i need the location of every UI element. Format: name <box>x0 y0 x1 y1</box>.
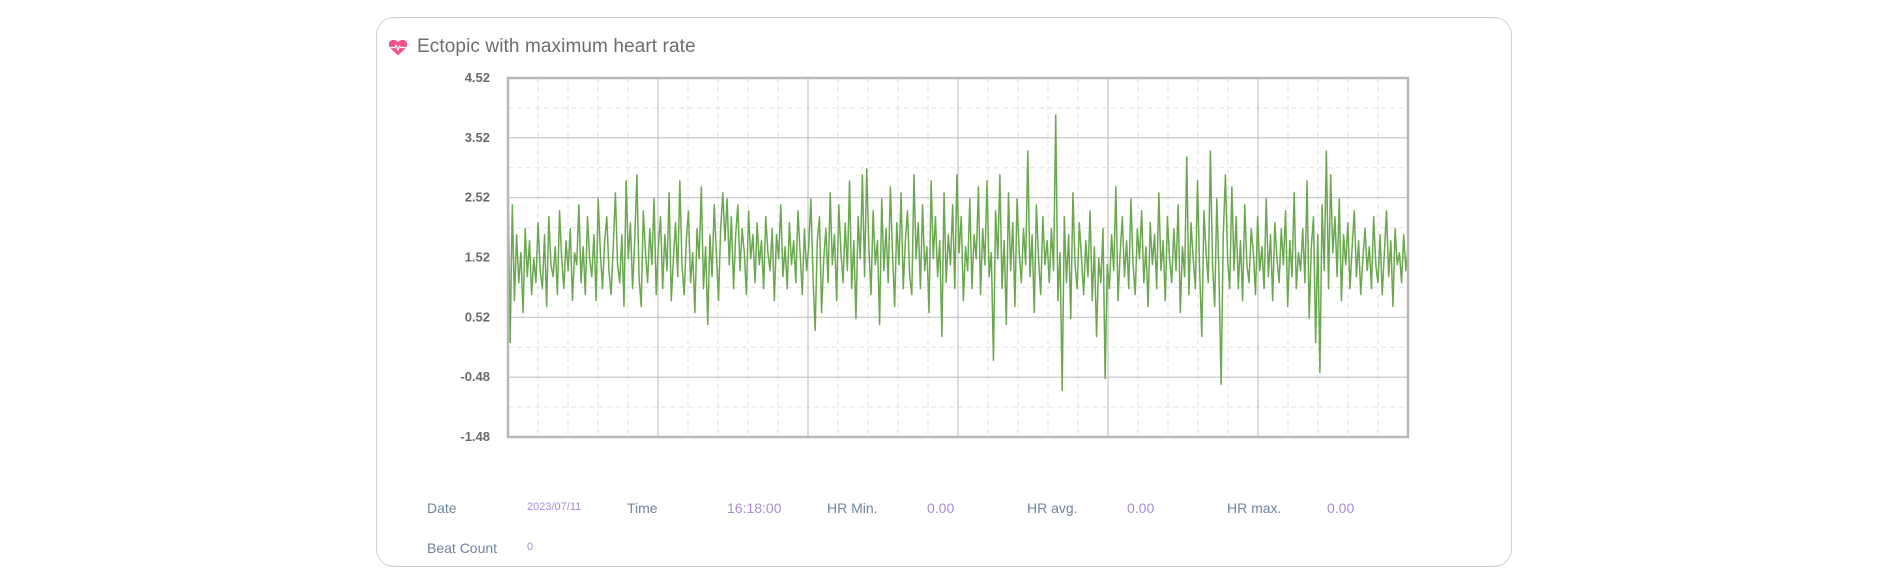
hr-max-label: HR max. <box>1227 500 1282 516</box>
time-value: 16:18:00 <box>727 500 782 516</box>
plot-border <box>506 76 1410 439</box>
y-tick-label: 4.52 <box>465 70 490 85</box>
y-tick-label: 0.52 <box>465 309 490 324</box>
y-tick-label: 1.52 <box>465 250 490 265</box>
card-title: Ectopic with maximum heart rate <box>417 36 696 57</box>
hr-avg-value: 0.00 <box>1127 500 1155 516</box>
ecg-chart: 4.52 3.52 2.52 1.52 0.52 -0.48 -1.48 <box>460 70 1410 444</box>
ectopic-card: Ectopic with maximum heart rate 4.52 3.52… <box>376 17 1512 567</box>
y-tick-label: -1.48 <box>460 429 490 444</box>
date-value: 2023/07/11 <box>527 501 582 513</box>
y-tick-label: -0.48 <box>460 369 490 384</box>
y-tick-label: 3.52 <box>465 130 490 145</box>
heart-pulse-icon <box>388 39 408 56</box>
date-label: Date <box>427 500 457 516</box>
beat-count-value: 0 <box>527 541 534 553</box>
ecg-series-line <box>507 114 1409 392</box>
time-label: Time <box>627 500 658 516</box>
beat-count-label: Beat Count <box>427 540 498 556</box>
hr-avg-label: HR avg. <box>1027 500 1078 516</box>
card-header: Ectopic with maximum heart rate <box>387 36 696 58</box>
hr-max-value: 0.00 <box>1327 500 1355 516</box>
y-tick-label: 2.52 <box>465 190 490 205</box>
hr-min-value: 0.00 <box>927 500 955 516</box>
hr-min-label: HR Min. <box>827 500 878 516</box>
